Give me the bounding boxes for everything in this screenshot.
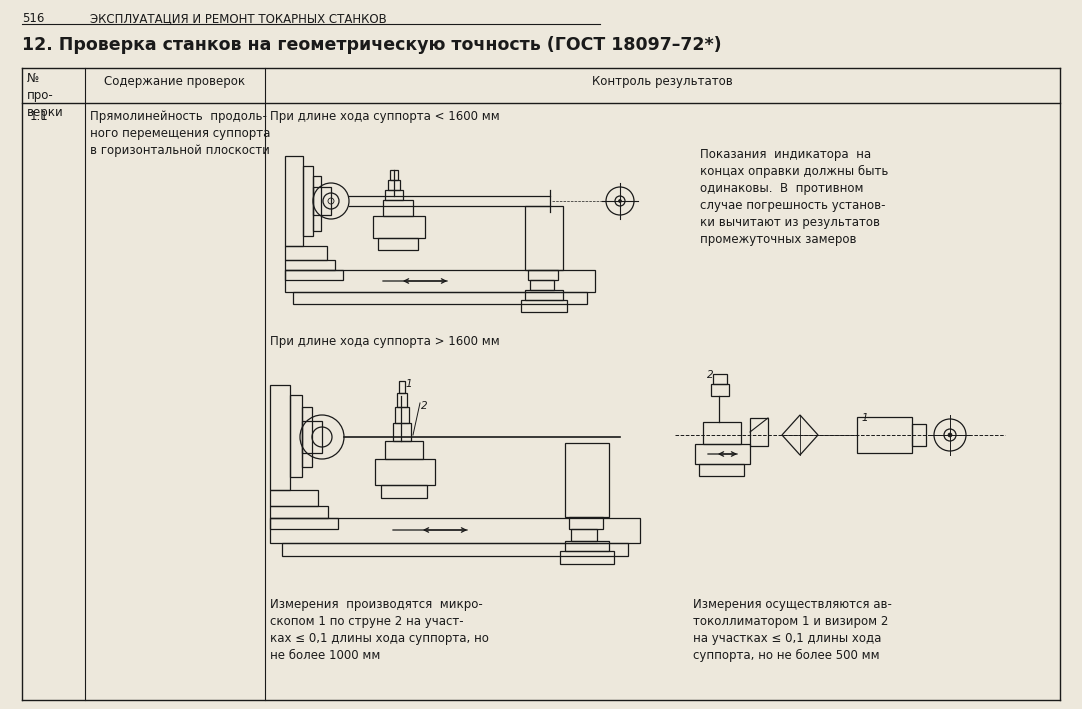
- Bar: [695, 444, 750, 464]
- Bar: [285, 246, 327, 260]
- Bar: [313, 187, 331, 215]
- Bar: [270, 490, 318, 506]
- Text: При длине хода суппорта < 1600 мм: При длине хода суппорта < 1600 мм: [270, 110, 500, 123]
- Bar: [528, 270, 558, 280]
- Bar: [270, 385, 290, 490]
- Bar: [560, 551, 613, 564]
- Circle shape: [619, 199, 621, 203]
- Text: 1.1: 1.1: [30, 110, 49, 123]
- Bar: [857, 417, 912, 453]
- Text: Показания  индикатора  на
концах оправки должны быть
одинаковы.  В  противном
сл: Показания индикатора на концах оправки д…: [700, 148, 888, 246]
- Text: При длине хода суппорта > 1600 мм: При длине хода суппорта > 1600 мм: [270, 335, 500, 348]
- Bar: [285, 270, 595, 292]
- Text: 2: 2: [707, 370, 714, 380]
- Text: Содержание проверок: Содержание проверок: [105, 75, 246, 89]
- Bar: [290, 395, 302, 477]
- Bar: [390, 170, 398, 180]
- Bar: [285, 260, 335, 270]
- Bar: [385, 441, 423, 459]
- Bar: [750, 418, 768, 446]
- Bar: [293, 292, 588, 304]
- Bar: [699, 464, 744, 476]
- Text: ЭКСПЛУАТАЦИЯ И РЕМОНТ ТОКАРНЫХ СТАНКОВ: ЭКСПЛУАТАЦИЯ И РЕМОНТ ТОКАРНЫХ СТАНКОВ: [90, 12, 386, 25]
- Bar: [393, 423, 411, 441]
- Bar: [381, 485, 427, 498]
- Bar: [378, 238, 418, 250]
- Bar: [375, 459, 435, 485]
- Bar: [270, 506, 328, 518]
- Bar: [571, 529, 597, 541]
- Text: 2: 2: [421, 401, 427, 411]
- Bar: [270, 518, 639, 543]
- Bar: [383, 200, 413, 216]
- Text: Измерения  производятся  микро-
скопом 1 по струне 2 на участ-
ках ≤ 0,1 длины х: Измерения производятся микро- скопом 1 п…: [270, 598, 489, 662]
- Bar: [912, 424, 926, 446]
- Text: 1: 1: [862, 413, 869, 423]
- Bar: [373, 216, 425, 238]
- Bar: [313, 176, 321, 231]
- Bar: [285, 156, 303, 246]
- Bar: [525, 206, 563, 270]
- Bar: [302, 421, 322, 453]
- Text: 1: 1: [405, 379, 411, 389]
- Bar: [395, 407, 409, 423]
- Bar: [302, 407, 312, 467]
- Bar: [703, 422, 741, 444]
- Bar: [569, 517, 603, 529]
- Text: 12. Проверка станков на геометрическую точность (ГОСТ 18097–72*): 12. Проверка станков на геометрическую т…: [22, 36, 722, 54]
- Bar: [711, 384, 729, 396]
- Bar: [522, 300, 567, 312]
- Text: Измерения осуществляются ав-
токоллиматором 1 и визиром 2
на участках ≤ 0,1 длин: Измерения осуществляются ав- токоллимато…: [692, 598, 892, 662]
- Bar: [282, 543, 628, 556]
- Bar: [285, 270, 343, 280]
- Bar: [530, 280, 554, 290]
- Bar: [713, 374, 727, 384]
- Bar: [399, 381, 405, 393]
- Bar: [388, 180, 400, 190]
- Text: Контроль результатов: Контроль результатов: [592, 75, 733, 89]
- Bar: [397, 393, 407, 407]
- Bar: [303, 166, 313, 236]
- Bar: [385, 190, 403, 200]
- Bar: [565, 443, 609, 517]
- Bar: [270, 518, 338, 529]
- Text: 516: 516: [22, 12, 44, 25]
- Bar: [565, 541, 609, 551]
- Bar: [525, 290, 563, 300]
- Text: Прямолинейность  продоль-
ного перемещения суппорта
в горизонтальной плоскости: Прямолинейность продоль- ного перемещени…: [90, 110, 270, 157]
- Circle shape: [948, 433, 952, 437]
- Text: №
про-
верки: № про- верки: [27, 72, 64, 119]
